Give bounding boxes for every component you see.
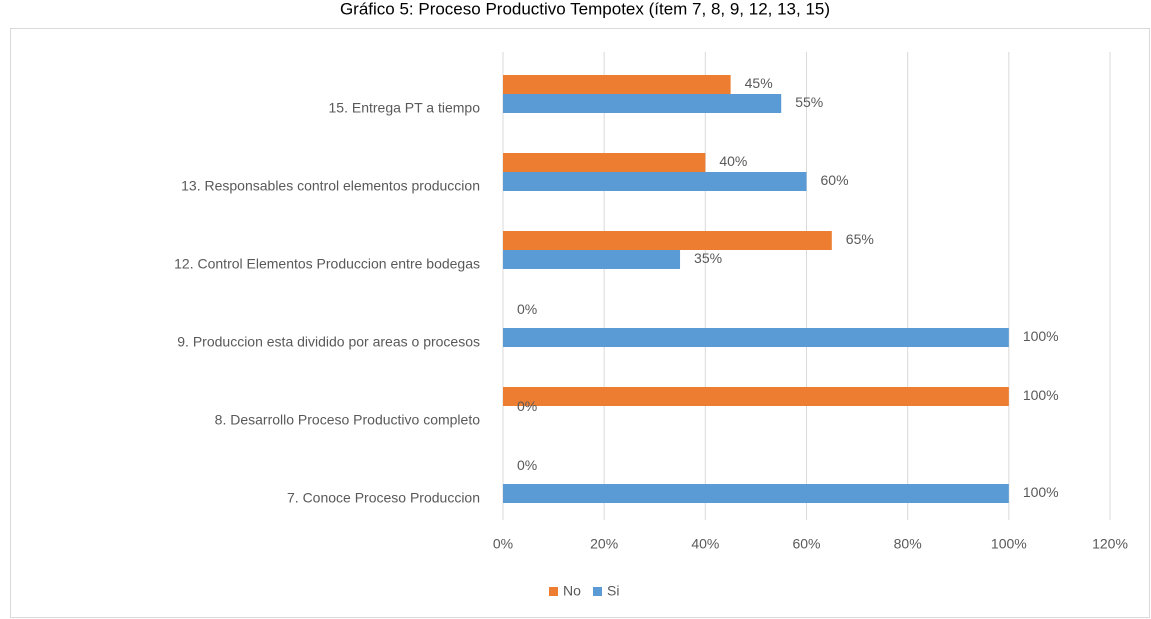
legend-label: No: [563, 583, 581, 599]
y-tick-label: 7. Conoce Proceso Produccion: [287, 490, 480, 506]
data-label: 100%: [1023, 328, 1059, 344]
x-tick-label: 0%: [493, 536, 513, 552]
y-tick-label: 9. Produccion esta dividido por areas o …: [177, 334, 480, 350]
x-tick-label: 60%: [792, 536, 820, 552]
legend-label: Si: [607, 583, 619, 599]
y-tick-label: 8. Desarrollo Proceso Productivo complet…: [215, 412, 481, 428]
data-label: 0%: [517, 457, 537, 473]
x-tick-label: 80%: [894, 536, 922, 552]
data-label: 55%: [795, 94, 823, 110]
bar: [503, 231, 832, 250]
bar: [503, 484, 1009, 503]
x-tick-label: 40%: [691, 536, 719, 552]
bar: [503, 387, 1009, 406]
data-label: 60%: [821, 172, 849, 188]
chart-title: Gráfico 5: Proceso Productivo Tempotex (…: [340, 0, 830, 18]
data-label: 100%: [1023, 484, 1059, 500]
data-label: 35%: [694, 250, 722, 266]
legend-swatch: [593, 587, 602, 596]
chart-frame: [10, 28, 1150, 618]
bar: [503, 250, 681, 269]
data-label: 0%: [517, 301, 537, 317]
y-tick-label: 13. Responsables control elementos produ…: [181, 178, 480, 194]
data-label: 65%: [846, 231, 874, 247]
x-tick-label: 20%: [590, 536, 618, 552]
bar: [503, 94, 782, 113]
bar: [503, 328, 1009, 347]
y-tick-label: 12. Control Elementos Produccion entre b…: [174, 256, 480, 272]
data-label: 45%: [745, 75, 773, 91]
data-label: 40%: [719, 153, 747, 169]
x-tick-label: 100%: [991, 536, 1027, 552]
bar: [503, 75, 731, 94]
legend-swatch: [549, 587, 558, 596]
y-tick-label: 15. Entrega PT a tiempo: [329, 100, 481, 116]
bar: [503, 172, 807, 191]
x-tick-label: 120%: [1092, 536, 1128, 552]
bar: [503, 153, 706, 172]
data-label: 0%: [517, 398, 537, 414]
data-label: 100%: [1023, 387, 1059, 403]
